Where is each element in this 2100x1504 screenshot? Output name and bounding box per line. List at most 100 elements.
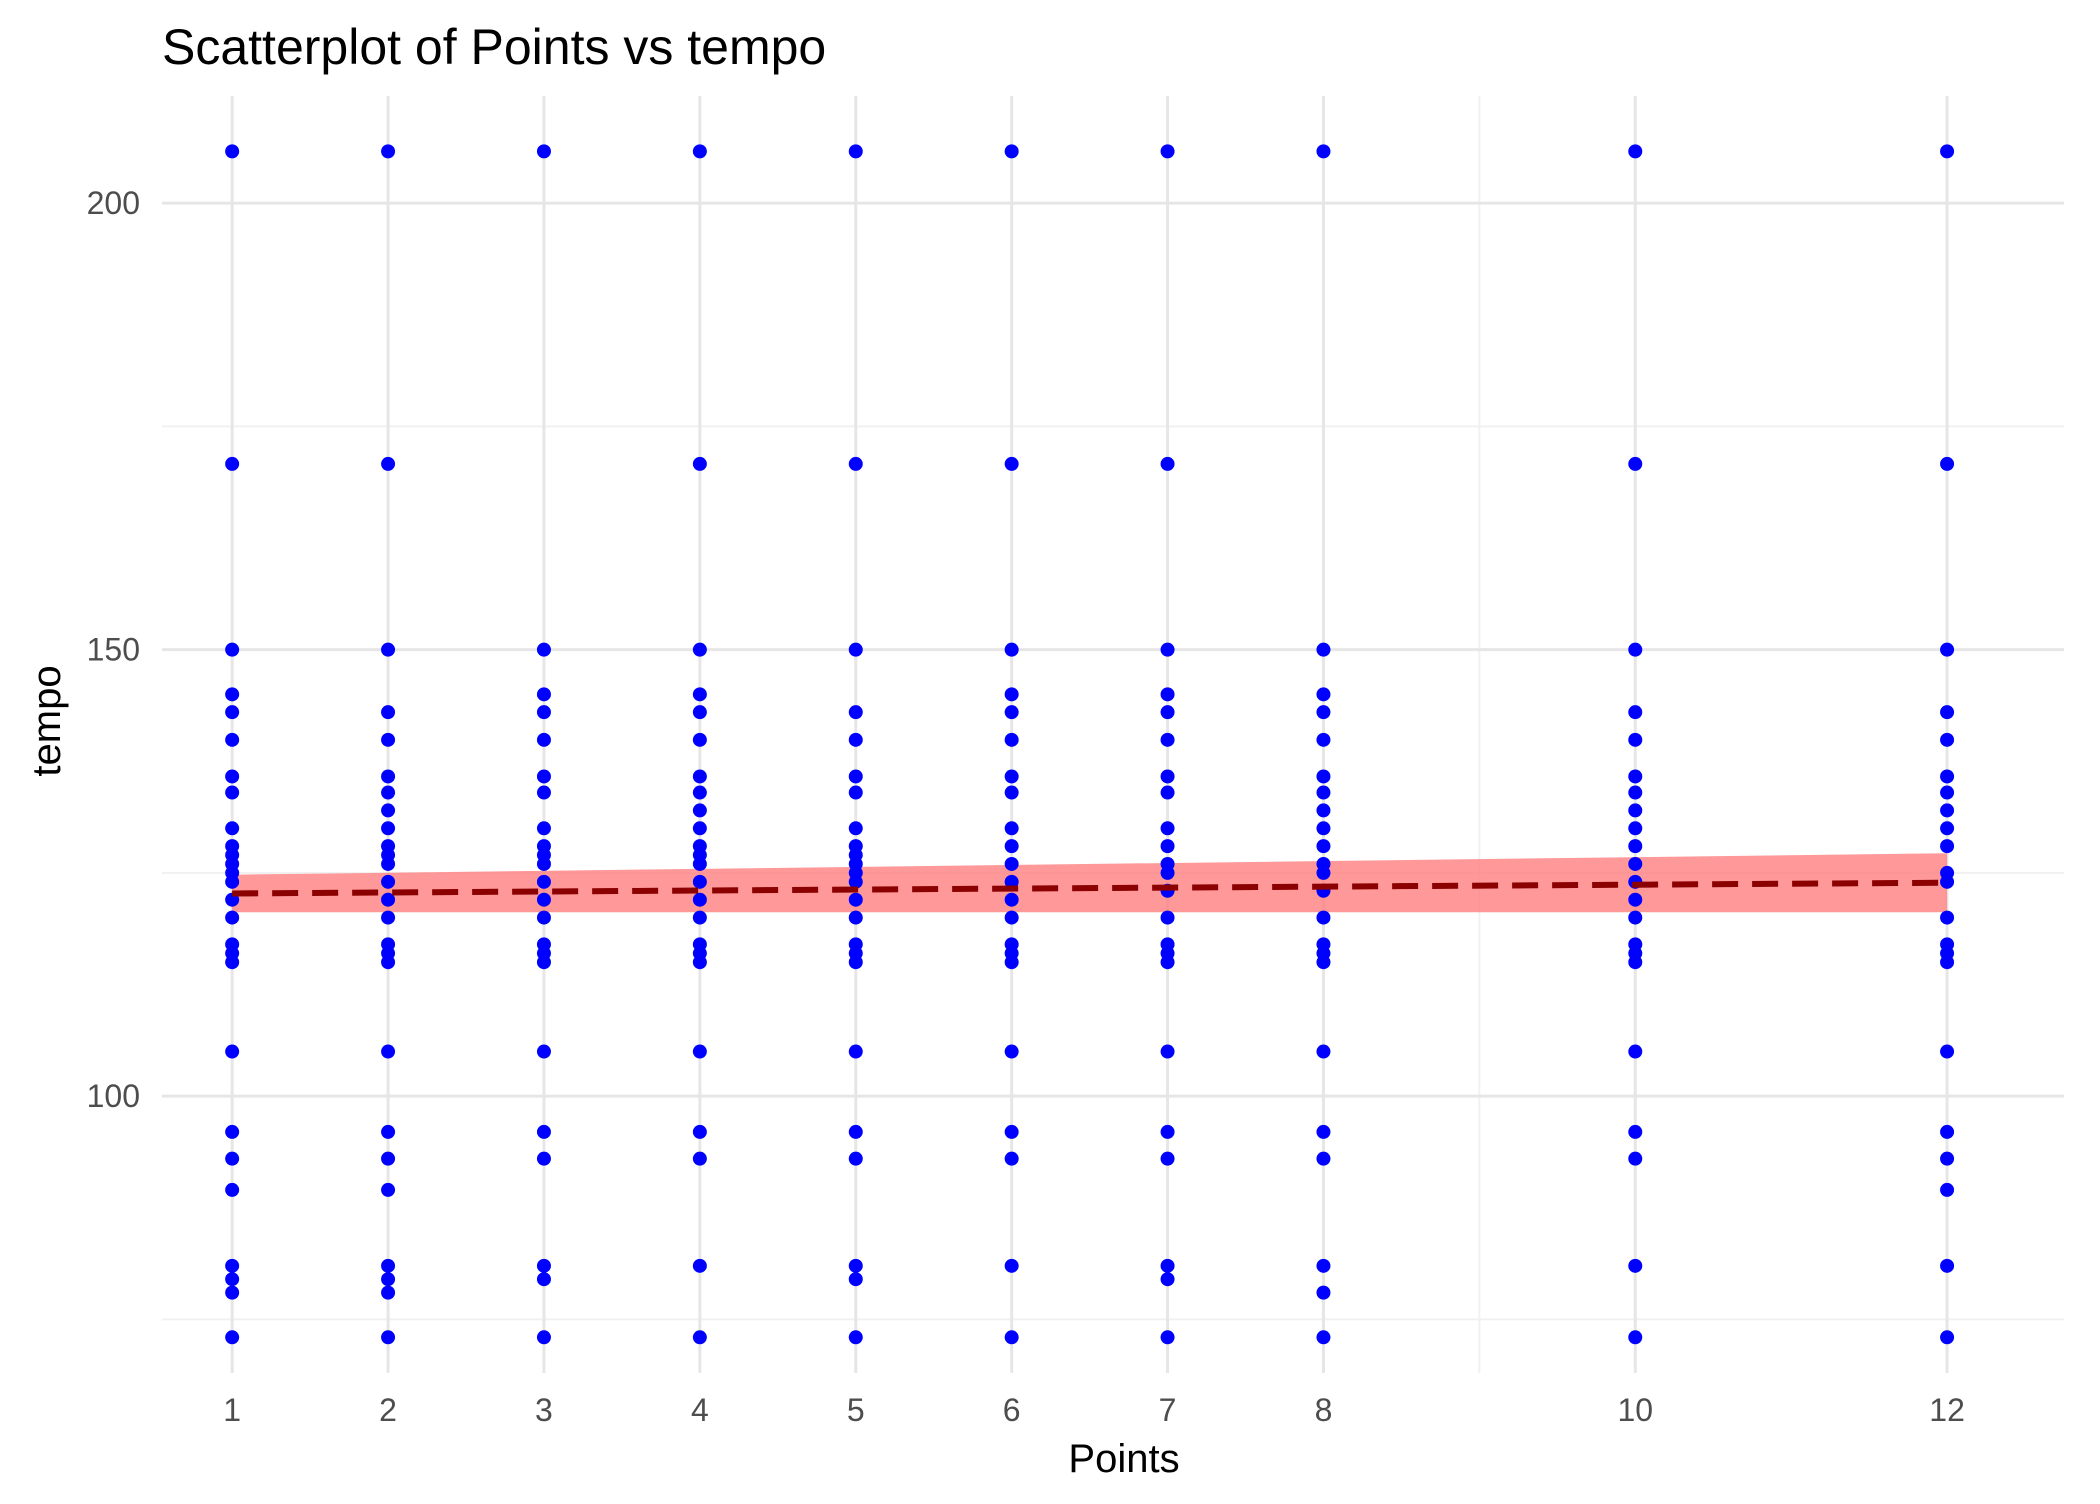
scatter-point xyxy=(225,821,240,836)
x-axis-ticks: 1 2 3 4 5 6 7 8 10 12 xyxy=(223,1392,1965,1428)
scatter-point xyxy=(692,1044,707,1059)
scatter-point xyxy=(1160,144,1175,159)
scatter-point xyxy=(381,1258,396,1273)
scatter-point xyxy=(1940,955,1955,970)
scatter-point xyxy=(692,955,707,970)
x-tick-label: 5 xyxy=(847,1392,865,1428)
scatter-point xyxy=(381,785,396,800)
scatter-point xyxy=(692,821,707,836)
y-axis-ticks: 100 150 200 xyxy=(87,185,140,1114)
scatter-point xyxy=(381,821,396,836)
scatter-point xyxy=(1940,642,1955,657)
x-tick-label: 6 xyxy=(1003,1392,1021,1428)
scatter-point xyxy=(1160,1258,1175,1273)
scatter-point xyxy=(848,144,863,159)
scatter-point xyxy=(848,785,863,800)
scatter-point xyxy=(1160,769,1175,784)
scatter-point xyxy=(1004,1044,1019,1059)
scatter-point xyxy=(1316,1258,1331,1273)
x-tick-label: 8 xyxy=(1315,1392,1333,1428)
scatter-point xyxy=(692,642,707,657)
scatter-point xyxy=(1940,874,1955,889)
scatter-point xyxy=(225,1258,240,1273)
x-tick-label: 1 xyxy=(223,1392,241,1428)
scatter-point xyxy=(536,955,551,970)
scatter-point xyxy=(381,705,396,720)
scatter-point xyxy=(1316,821,1331,836)
scatter-point xyxy=(225,732,240,747)
scatter-point xyxy=(1160,865,1175,880)
scatter-point xyxy=(848,1272,863,1287)
scatter-point xyxy=(225,705,240,720)
scatter-point xyxy=(381,874,396,889)
scatter-point xyxy=(381,1182,396,1197)
points-layer xyxy=(225,144,1955,1345)
scatter-point xyxy=(225,1330,240,1345)
scatter-point xyxy=(1940,1182,1955,1197)
scatter-point xyxy=(1940,705,1955,720)
scatter-point xyxy=(1160,1330,1175,1345)
scatter-point xyxy=(536,1124,551,1139)
scatter-point xyxy=(1004,687,1019,702)
scatter-point xyxy=(381,1330,396,1345)
scatter-point xyxy=(225,1044,240,1059)
scatter-point xyxy=(1160,1124,1175,1139)
scatter-point xyxy=(381,892,396,907)
scatter-point xyxy=(536,892,551,907)
scatter-point xyxy=(848,705,863,720)
scatter-point xyxy=(381,456,396,471)
scatter-point xyxy=(381,144,396,159)
scatter-point xyxy=(1316,1124,1331,1139)
scatter-point xyxy=(692,856,707,871)
scatter-point xyxy=(225,785,240,800)
scatter-point xyxy=(848,1151,863,1166)
x-axis-title: Points xyxy=(1068,1437,1179,1481)
scatter-point xyxy=(1004,856,1019,871)
scatter-point xyxy=(1628,144,1643,159)
scatter-point xyxy=(1628,856,1643,871)
scatter-point xyxy=(848,821,863,836)
scatter-point xyxy=(1004,642,1019,657)
x-tick-label: 12 xyxy=(1929,1392,1965,1428)
scatter-point xyxy=(1628,785,1643,800)
scatter-point xyxy=(1940,821,1955,836)
scatter-point xyxy=(848,892,863,907)
scatter-point xyxy=(536,144,551,159)
scatter-point xyxy=(381,1272,396,1287)
scatter-point xyxy=(692,785,707,800)
scatter-point xyxy=(1316,732,1331,747)
x-tick-label: 4 xyxy=(691,1392,709,1428)
scatter-point xyxy=(1628,910,1643,925)
scatter-point xyxy=(692,910,707,925)
scatter-point xyxy=(848,642,863,657)
scatter-point xyxy=(1316,769,1331,784)
scatter-point xyxy=(225,642,240,657)
scatter-point xyxy=(1940,456,1955,471)
scatter-point xyxy=(1628,732,1643,747)
scatter-point xyxy=(1316,642,1331,657)
scatter-point xyxy=(692,456,707,471)
scatter-point xyxy=(692,769,707,784)
scatter-point xyxy=(1160,1272,1175,1287)
scatter-point xyxy=(848,1258,863,1273)
scatter-point xyxy=(848,910,863,925)
scatter-point xyxy=(1316,1330,1331,1345)
scatter-point xyxy=(1940,1151,1955,1166)
y-tick-label: 100 xyxy=(87,1078,140,1114)
scatter-point xyxy=(1004,1258,1019,1273)
scatter-point xyxy=(1004,785,1019,800)
scatter-point xyxy=(692,874,707,889)
scatter-point xyxy=(848,732,863,747)
scatter-point xyxy=(1160,1044,1175,1059)
scatter-point xyxy=(225,1124,240,1139)
scatter-point xyxy=(225,955,240,970)
scatter-point xyxy=(536,821,551,836)
scatter-point xyxy=(1004,910,1019,925)
scatter-point xyxy=(1316,955,1331,970)
scatter-point xyxy=(1940,839,1955,854)
scatter-point xyxy=(225,1151,240,1166)
scatter-point xyxy=(1160,705,1175,720)
scatter-point xyxy=(1628,839,1643,854)
